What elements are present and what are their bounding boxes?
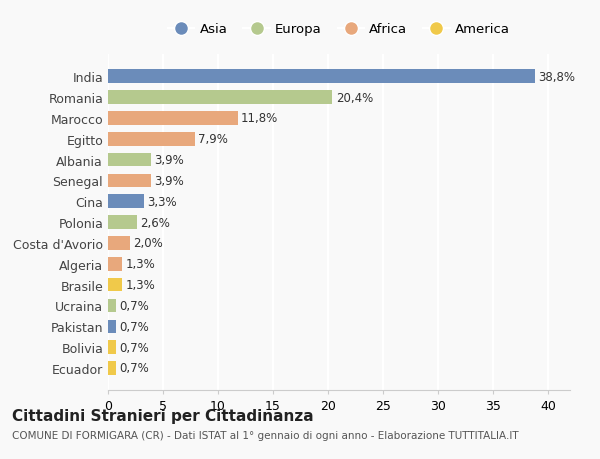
Text: Cittadini Stranieri per Cittadinanza: Cittadini Stranieri per Cittadinanza xyxy=(12,408,314,423)
Text: 0,7%: 0,7% xyxy=(119,341,149,354)
Bar xyxy=(108,278,122,292)
Text: 38,8%: 38,8% xyxy=(538,71,575,84)
Bar xyxy=(108,112,238,125)
Bar xyxy=(108,70,535,84)
Legend: Asia, Europa, Africa, America: Asia, Europa, Africa, America xyxy=(163,18,515,42)
Text: 2,0%: 2,0% xyxy=(133,237,163,250)
Text: 0,7%: 0,7% xyxy=(119,299,149,312)
Bar xyxy=(108,216,137,230)
Bar xyxy=(108,361,116,375)
Text: 3,9%: 3,9% xyxy=(154,174,184,188)
Text: 0,7%: 0,7% xyxy=(119,362,149,375)
Bar xyxy=(108,257,122,271)
Text: 0,7%: 0,7% xyxy=(119,320,149,333)
Text: 3,3%: 3,3% xyxy=(148,196,177,208)
Text: COMUNE DI FORMIGARA (CR) - Dati ISTAT al 1° gennaio di ogni anno - Elaborazione : COMUNE DI FORMIGARA (CR) - Dati ISTAT al… xyxy=(12,431,518,440)
Text: 20,4%: 20,4% xyxy=(336,91,373,104)
Bar xyxy=(108,153,151,167)
Text: 1,3%: 1,3% xyxy=(125,279,155,291)
Text: 1,3%: 1,3% xyxy=(125,257,155,271)
Text: 7,9%: 7,9% xyxy=(198,133,228,146)
Bar xyxy=(108,133,195,146)
Bar xyxy=(108,341,116,354)
Bar xyxy=(108,299,116,313)
Bar xyxy=(108,320,116,333)
Bar xyxy=(108,237,130,250)
Text: 2,6%: 2,6% xyxy=(140,216,170,229)
Text: 11,8%: 11,8% xyxy=(241,112,278,125)
Bar xyxy=(108,174,151,188)
Bar xyxy=(108,91,332,105)
Bar xyxy=(108,195,145,208)
Text: 3,9%: 3,9% xyxy=(154,154,184,167)
